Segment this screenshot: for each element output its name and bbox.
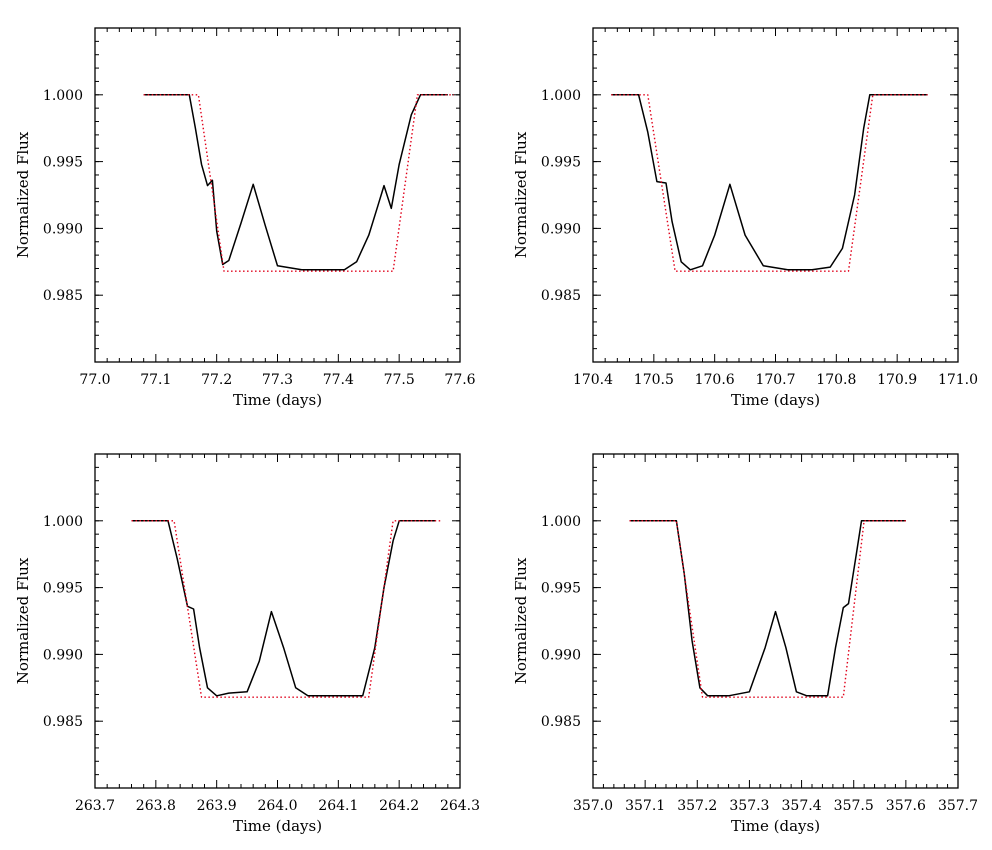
x-tick-label: 263.7 (75, 798, 115, 814)
model-curve (611, 94, 928, 272)
panel-bottom-left: 263.7 263.8 263.9 264.0 264.1 264.2 264.3 0.985… (14, 453, 480, 835)
y-tick-label: 0.990 (541, 647, 581, 663)
plot-frame (592, 453, 959, 789)
y-tick-label: 0.995 (43, 155, 83, 171)
x-tick-label: 77.5 (384, 372, 415, 388)
x-tick-label: 357.5 (834, 798, 874, 814)
y-axis-label: Normalized Flux (512, 131, 530, 258)
x-tick-label: 357.3 (729, 798, 769, 814)
y-tick-label: 1.000 (43, 88, 83, 104)
x-tick-label: 264.1 (318, 798, 358, 814)
x-tick-label: 357.2 (677, 798, 717, 814)
x-tick-label: 77.4 (323, 372, 354, 388)
x-tick-label: 264.0 (257, 798, 297, 814)
x-tick-label: 263.9 (197, 798, 237, 814)
y-axis-label: Normalized Flux (14, 131, 32, 258)
y-tick-label: 0.985 (43, 288, 83, 304)
panel-top-right: 170.4 170.5 170.6 170.7 170.8 170.9 171.0 0.985… (512, 27, 978, 409)
x-tick-label: 357.7 (938, 798, 978, 814)
x-tick-label: 77.0 (79, 372, 110, 388)
plot-frame (94, 27, 461, 363)
x-axis-label: Time (days) (233, 817, 322, 835)
y-tick-label: 0.995 (541, 155, 581, 171)
x-tick-label: 264.3 (440, 798, 480, 814)
y-tick-label: 0.985 (541, 714, 581, 730)
y-tick-label: 0.985 (43, 714, 83, 730)
y-axis-label: Normalized Flux (14, 557, 32, 684)
x-axis-label: Time (days) (731, 391, 820, 409)
x-tick-label: 170.5 (634, 372, 674, 388)
x-tick-label: 170.9 (877, 372, 917, 388)
y-tick-label: 0.985 (541, 288, 581, 304)
observed-curve (611, 94, 928, 271)
x-tick-label: 357.0 (573, 798, 613, 814)
x-tick-label: 264.2 (379, 798, 419, 814)
x-tick-label: 263.8 (136, 798, 176, 814)
y-tick-label: 0.990 (541, 221, 581, 237)
x-axis-label: Time (days) (731, 817, 820, 835)
x-tick-label: 77.3 (262, 372, 293, 388)
y-tick-label: 0.990 (43, 221, 83, 237)
x-tick-label: 170.8 (816, 372, 856, 388)
panel-top-left: 77.0 77.1 77.2 77.3 77.4 77.5 77.6 0.985 0.990 0.… (14, 27, 476, 409)
y-tick-label: 1.000 (541, 88, 581, 104)
y-axis-label: Normalized Flux (512, 557, 530, 684)
y-tick-label: 1.000 (541, 514, 581, 530)
plot-frame (94, 453, 461, 789)
x-axis-label: Time (days) (233, 391, 322, 409)
model-curve (131, 520, 442, 698)
observed-curve (143, 94, 448, 271)
x-tick-label: 77.6 (444, 372, 475, 388)
x-tick-label: 170.6 (695, 372, 735, 388)
y-tick-label: 0.990 (43, 647, 83, 663)
x-tick-label: 77.2 (201, 372, 232, 388)
model-curve (629, 520, 906, 698)
y-tick-label: 0.995 (541, 581, 581, 597)
x-tick-label: 171.0 (938, 372, 978, 388)
x-tick-label: 77.1 (140, 372, 171, 388)
model-curve (143, 94, 454, 272)
x-tick-label: 357.6 (886, 798, 926, 814)
panel-bottom-right: 357.0 357.1 357.2 357.3 357.4 357.5 357.6 357.7… (512, 453, 978, 835)
observed-curve (629, 520, 906, 697)
plot-frame (592, 27, 959, 363)
x-tick-label: 357.4 (782, 798, 822, 814)
x-tick-label: 170.7 (755, 372, 795, 388)
x-tick-label: 170.4 (573, 372, 613, 388)
x-tick-label: 357.1 (625, 798, 665, 814)
y-tick-label: 0.995 (43, 581, 83, 597)
observed-curve (131, 520, 436, 697)
y-tick-label: 1.000 (43, 514, 83, 530)
